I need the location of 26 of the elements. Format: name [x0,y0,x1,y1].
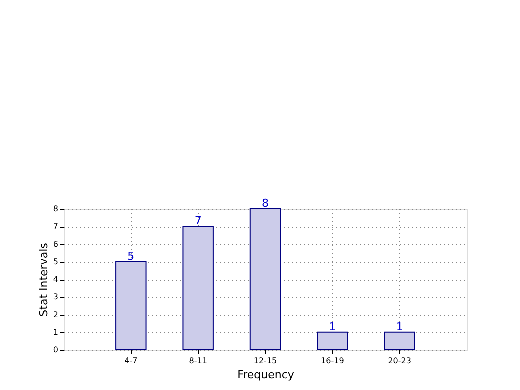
y-tick-label: 5 [53,257,58,266]
data-label: 1 [396,320,404,334]
y-tick-label: 4 [53,275,58,284]
x-tick-label: 16-19 [321,356,344,366]
x-tick-label: 4-7 [124,356,138,366]
data-label: 1 [329,320,336,334]
y-tick-label: 3 [53,292,58,302]
y-tick-label: 2 [53,310,58,320]
x-axis-title: Frequency [238,368,295,382]
bar [317,332,348,350]
y-axis-title: Stat Intervals [37,242,50,317]
x-tick-label: 12-15 [254,356,278,366]
data-label: 7 [194,214,202,228]
y-tick-label: 0 [53,346,58,354]
bar [384,332,416,350]
y-tick-label: 1 [53,328,58,337]
data-label: 5 [128,250,135,263]
bar [250,208,282,350]
y-tick-label: 6 [53,240,58,249]
y-tick-label: 7 [53,222,58,232]
data-label: 8 [262,197,269,210]
bar [182,226,214,350]
x-tick-label: 20-23 [388,356,412,366]
x-tick-label: 8-11 [189,356,208,366]
bar [116,261,147,350]
y-tick-label: 8 [53,204,58,214]
